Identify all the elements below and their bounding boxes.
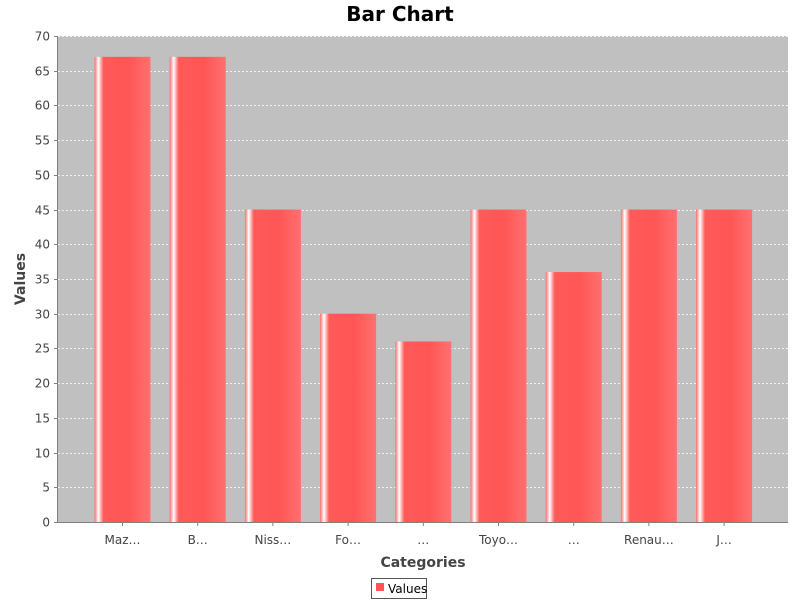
y-tick-label: 70 [35, 30, 50, 44]
y-tick-label: 45 [35, 204, 50, 218]
x-tick-label: B… [188, 533, 208, 547]
bar [395, 341, 452, 522]
legend-swatch [376, 583, 384, 591]
y-tick-label: 0 [42, 516, 50, 530]
bar [620, 209, 677, 523]
bars [94, 56, 753, 523]
x-tick-label: Fo… [335, 533, 361, 547]
bar [470, 209, 527, 523]
y-tick-label: 65 [35, 65, 50, 79]
x-tick-label: … [568, 533, 580, 547]
x-tick-label: Renau… [624, 533, 674, 547]
y-tick-label: 30 [35, 308, 50, 322]
y-tick-label: 35 [35, 273, 50, 287]
x-tick-label: J… [715, 533, 732, 547]
y-tick-label: 40 [35, 238, 50, 252]
y-tick-label: 20 [35, 377, 50, 391]
bar [320, 313, 377, 522]
bar [94, 56, 151, 522]
x-tick-label: Maz… [104, 533, 140, 547]
chart-title: Bar Chart [346, 2, 454, 26]
y-axis-title: Values [13, 253, 29, 305]
y-tick-label: 15 [35, 412, 50, 426]
bar [244, 209, 301, 523]
y-tick-label: 60 [35, 99, 50, 113]
y-tick-label: 25 [35, 342, 50, 356]
bar [696, 209, 753, 523]
y-axis-ticks: 0 5 10 15 20 25 30 35 40 45 50 55 60 65 70 [35, 30, 58, 530]
legend-box [371, 578, 427, 599]
y-tick-label: 10 [35, 447, 50, 461]
x-tick-label: Toyo… [478, 533, 518, 547]
bar [169, 56, 226, 522]
y-tick-label: 50 [35, 169, 50, 183]
y-tick-label: 5 [42, 481, 50, 495]
legend-label: Values [388, 582, 427, 596]
x-tick-label: Niss… [254, 533, 291, 547]
legend: Values [371, 578, 427, 599]
x-tick-label: … [417, 533, 429, 547]
x-axis-ticks: Maz… B… Niss… Fo… … Toyo… … Renau… J… [104, 522, 732, 547]
bar [545, 272, 602, 522]
y-tick-label: 55 [35, 134, 50, 148]
x-axis-title: Categories [380, 555, 465, 571]
